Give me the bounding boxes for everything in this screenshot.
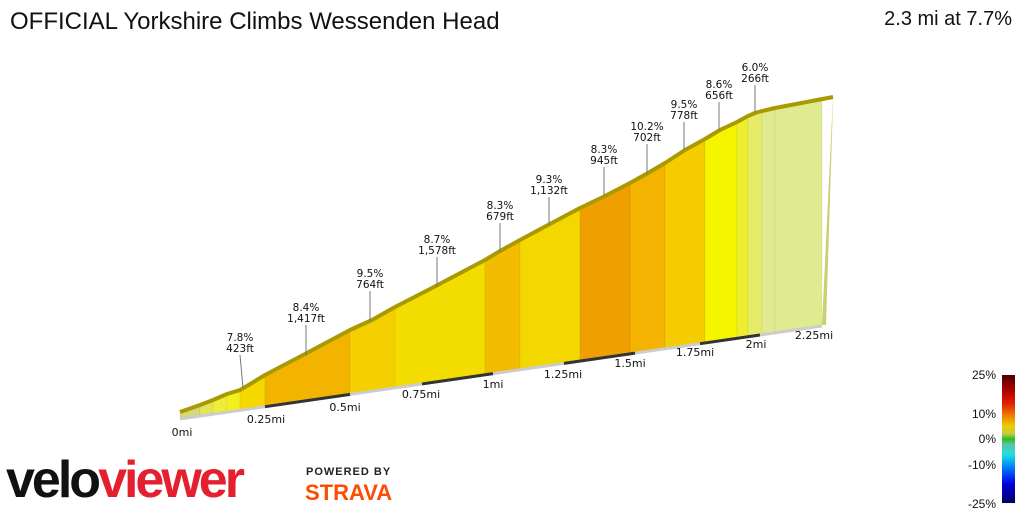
distance-tick-label: 1.5mi [614, 357, 645, 370]
gradient-segment [704, 121, 738, 343]
annotation-grade: 8.6% [706, 79, 733, 91]
strava-logo: STRAVA [305, 480, 393, 505]
gradient-color-scale [1002, 375, 1015, 503]
gradient-segment [736, 115, 749, 338]
distance-tick-label: 0.25mi [247, 413, 285, 426]
annotation-length: 1,578ft [418, 245, 456, 257]
distance-tick-label: 0.75mi [402, 388, 440, 401]
annotation-grade: 6.0% [742, 62, 769, 74]
annotation-grade: 8.4% [293, 302, 320, 314]
annotation-length: 679ft [486, 211, 514, 223]
annotation-grade: 7.8% [227, 332, 254, 344]
annotation-length: 945ft [590, 155, 618, 167]
distance-tick-label: 2.25mi [795, 329, 833, 342]
powered-by-label: POWERED BY [306, 466, 392, 478]
scale-label: -10% [967, 458, 996, 472]
distance-tick-label: 0mi [172, 426, 193, 439]
annotation-grade: 8.3% [487, 200, 514, 212]
annotation-length: 1,132ft [530, 185, 568, 197]
annotation-length: 423ft [226, 343, 254, 355]
annotation-leader [239, 354, 244, 389]
distance-tick-label: 2mi [746, 338, 767, 351]
annotation-length: 702ft [633, 132, 661, 144]
gradient-segment [774, 96, 823, 333]
annotation-length: 656ft [705, 90, 733, 102]
scale-label: 0% [978, 432, 996, 446]
baseline-dark-band [563, 351, 636, 365]
distance-tick-label: 1.75mi [676, 346, 714, 359]
gradient-segment [519, 207, 581, 370]
annotation-length: 778ft [670, 110, 698, 122]
annotation-grade: 9.3% [536, 174, 563, 186]
scale-label: 10% [971, 407, 996, 421]
annotation-grade: 9.5% [357, 268, 384, 280]
annotation-grade: 10.2% [630, 121, 663, 133]
gradient-segment [664, 138, 706, 349]
baseline-dark-band [699, 333, 761, 346]
annotation-grade: 9.5% [671, 99, 698, 111]
profile-side [822, 97, 833, 325]
annotation-length: 764ft [356, 279, 384, 291]
climb-summary: 2.3 mi at 7.7% [884, 8, 1012, 30]
gradient-segment [747, 110, 763, 337]
gradient-segment [761, 107, 776, 335]
baseline-dark-band [264, 392, 351, 409]
logo-part1: velo [6, 451, 101, 509]
annotation-length: 266ft [741, 73, 769, 85]
scale-label: -25% [967, 497, 996, 511]
annotation-grade: 8.7% [424, 234, 451, 246]
annotation-grade: 8.3% [591, 144, 618, 156]
baseline-dark-band [421, 372, 494, 386]
gradient-segment [629, 162, 666, 354]
gradient-segment [239, 374, 266, 410]
logo-part2: viewer [98, 451, 245, 509]
distance-tick-label: 1.25mi [544, 368, 582, 381]
profile-ridge [179, 95, 834, 414]
distance-tick-label: 0.5mi [329, 401, 360, 414]
gradient-segment [394, 259, 486, 388]
veloviewer-logo: veloviewer [6, 450, 245, 510]
gradient-segment [484, 239, 521, 375]
page-title: OFFICIAL Yorkshire Climbs Wessenden Head [10, 8, 500, 35]
scale-label: 25% [971, 368, 996, 382]
gradient-segment [579, 182, 631, 361]
distance-tick-label: 1mi [483, 378, 504, 391]
annotation-length: 1,417ft [287, 313, 325, 325]
